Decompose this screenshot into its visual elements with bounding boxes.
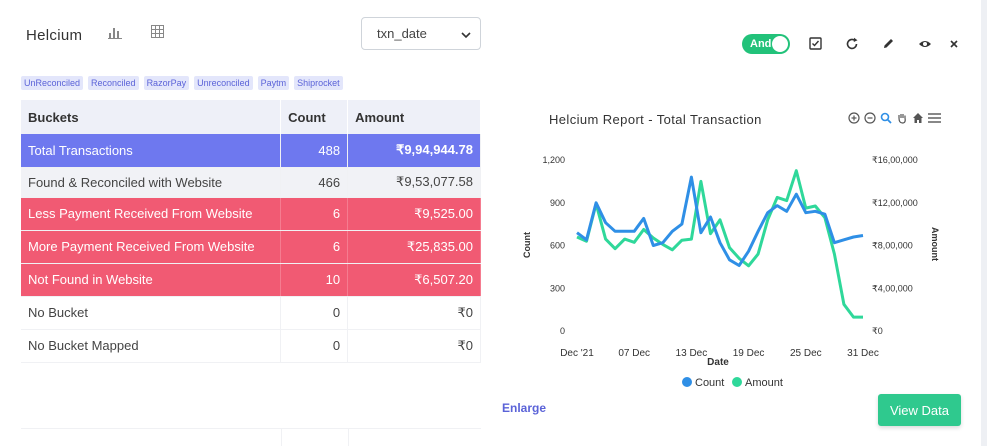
and-or-toggle[interactable]: And: [742, 34, 790, 54]
view-data-button[interactable]: View Data: [878, 394, 961, 426]
column-header-buckets: Buckets: [21, 100, 282, 134]
x-tick-label: 07 Dec: [618, 348, 650, 359]
filter-chip[interactable]: UnReconciled: [21, 76, 84, 90]
bucket-count: 0: [280, 296, 349, 330]
legend-label-count[interactable]: Count: [695, 377, 724, 389]
bucket-name: Not Found in Website: [21, 263, 282, 297]
table-footer-spacer: [21, 428, 481, 446]
page-title: Helcium: [26, 27, 83, 44]
legend-marker-amount: [732, 377, 742, 387]
y-right-tick-label: ₹12,00,000: [872, 198, 918, 208]
column-header-count: Count: [280, 100, 349, 134]
y-axis-right-label: Amount: [930, 227, 940, 261]
toggle-knob: [772, 36, 788, 52]
bucket-count: 6: [280, 197, 349, 231]
date-field-select-value: txn_date: [377, 26, 427, 41]
bucket-name: Found & Reconciled with Website: [21, 167, 282, 198]
bucket-amount: ₹9,53,077.58: [347, 167, 481, 198]
close-icon[interactable]: [948, 37, 962, 51]
x-tick-label: 19 Dec: [733, 348, 765, 359]
enlarge-link[interactable]: Enlarge: [502, 401, 547, 415]
filter-chip[interactable]: Unreconciled: [194, 76, 253, 90]
bar-chart-icon[interactable]: [108, 25, 124, 41]
y-right-tick-label: ₹8,00,000: [872, 241, 913, 251]
table-row[interactable]: Not Found in Website 10 ₹6,507.20: [21, 263, 481, 297]
table-row[interactable]: Found & Reconciled with Website 466 ₹9,5…: [21, 167, 481, 198]
table-row[interactable]: No Bucket 0 ₹0: [21, 296, 481, 330]
y-left-tick-label: 1,200: [542, 155, 565, 165]
bucket-count: 6: [280, 230, 349, 264]
table-row[interactable]: Less Payment Received From Website 6 ₹9,…: [21, 197, 481, 231]
transaction-line-chart: 0 300 600 900 1,200 ₹0 ₹4,00,000 ₹8,00,000 ₹12,…: [522, 155, 940, 389]
eye-icon[interactable]: [918, 37, 932, 51]
filter-chips: UnReconciled Reconciled RazorPay Unrecon…: [21, 76, 343, 90]
x-tick-label: 25 Dec: [790, 348, 822, 359]
chart-toolbar: [848, 111, 941, 124]
y-left-tick-label: 300: [550, 283, 565, 293]
y-left-tick-label: 600: [550, 241, 565, 251]
bucket-amount: ₹0: [347, 296, 481, 330]
y-left-tick-label: 900: [550, 198, 565, 208]
y-left-tick-label: 0: [560, 326, 565, 336]
chart-title: Helcium Report - Total Transaction: [549, 112, 762, 127]
zoom-in-icon[interactable]: [848, 111, 860, 124]
table-row[interactable]: More Payment Received From Website 6 ₹25…: [21, 230, 481, 264]
menu-icon[interactable]: [928, 111, 941, 123]
checkbox-icon[interactable]: [809, 37, 823, 51]
filter-chip[interactable]: Paytm: [257, 76, 290, 90]
chevron-down-icon: [461, 28, 471, 43]
bucket-amount: ₹25,835.00: [347, 230, 481, 264]
buckets-table: Buckets Count Amount Total Transactions …: [21, 100, 481, 363]
x-tick-label: 31 Dec: [847, 348, 879, 359]
bucket-name: No Bucket: [21, 296, 282, 330]
bucket-name: More Payment Received From Website: [21, 230, 282, 264]
y-right-tick-label: ₹0: [872, 326, 883, 336]
bucket-count: 10: [280, 263, 349, 297]
bucket-count: 466: [280, 167, 349, 198]
zoom-out-icon[interactable]: [864, 111, 876, 124]
bucket-amount: ₹9,525.00: [347, 197, 481, 231]
toggle-label: And: [750, 38, 772, 50]
y-right-tick-label: ₹4,00,000: [872, 283, 913, 293]
table-row[interactable]: Total Transactions 488 ₹9,94,944.78: [21, 134, 481, 168]
filter-chip[interactable]: RazorPay: [143, 76, 190, 90]
legend-label-amount[interactable]: Amount: [745, 377, 783, 389]
magnifier-icon[interactable]: [880, 111, 892, 124]
table-header-row: Buckets Count Amount: [21, 100, 481, 134]
table-row[interactable]: No Bucket Mapped 0 ₹0: [21, 329, 481, 363]
y-right-tick-label: ₹16,00,000: [872, 155, 918, 165]
bucket-amount: ₹0: [347, 329, 481, 363]
column-header-amount: Amount: [347, 100, 481, 134]
bucket-name: No Bucket Mapped: [21, 329, 282, 363]
y-axis-left-label: Count: [522, 232, 532, 258]
series-line-count[interactable]: [576, 175, 864, 267]
bucket-count: 0: [280, 329, 349, 363]
bucket-amount: ₹9,94,944.78: [347, 134, 481, 168]
bucket-count: 488: [280, 134, 349, 168]
refresh-icon[interactable]: [845, 37, 859, 51]
date-field-select[interactable]: txn_date: [361, 17, 481, 50]
filter-chip[interactable]: Reconciled: [88, 76, 139, 90]
chart-legend: Count Amount: [682, 377, 783, 389]
window-edge: [981, 0, 987, 446]
home-icon[interactable]: [912, 111, 924, 123]
bucket-amount: ₹6,507.20: [347, 263, 481, 297]
legend-marker-count: [682, 377, 692, 387]
bucket-name: Less Payment Received From Website: [21, 197, 282, 231]
edit-icon[interactable]: [882, 37, 896, 51]
pan-hand-icon[interactable]: [896, 111, 908, 124]
bucket-name: Total Transactions: [21, 134, 282, 168]
series-line-amount[interactable]: [576, 169, 863, 319]
x-axis-label: Date: [707, 357, 729, 368]
table-icon[interactable]: [151, 25, 167, 41]
x-tick-label: Dec '21: [560, 348, 594, 359]
x-tick-label: 13 Dec: [676, 348, 708, 359]
filter-chip[interactable]: Shiprocket: [294, 76, 343, 90]
